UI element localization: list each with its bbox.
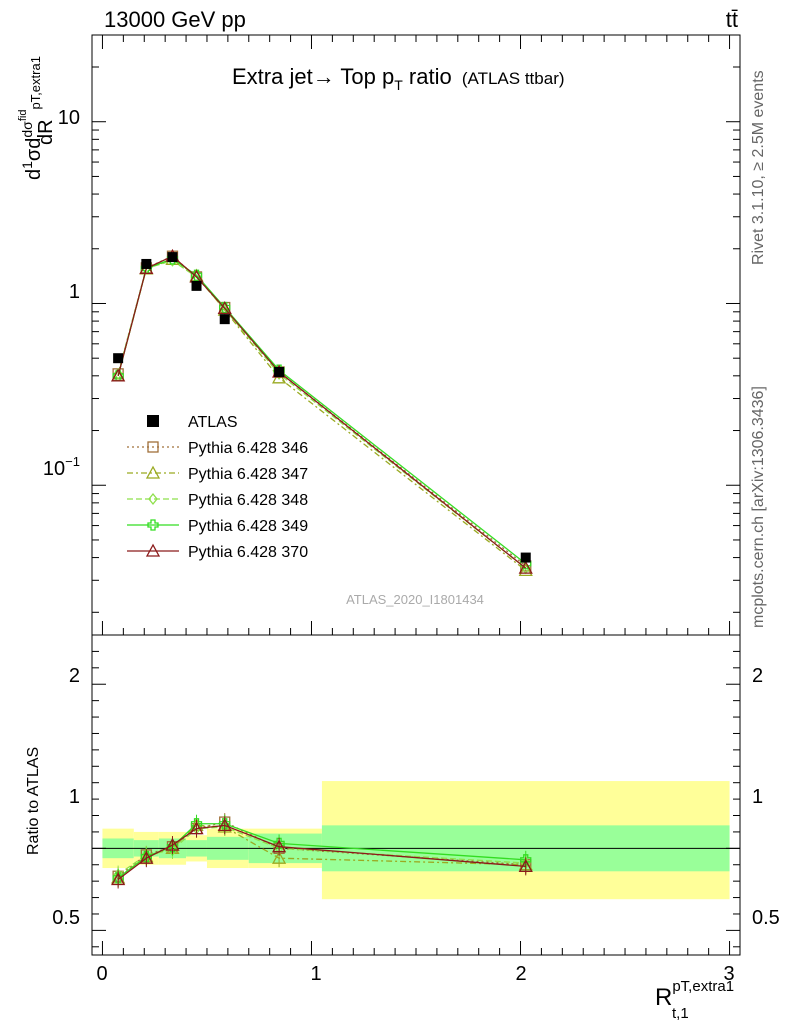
y-tick-labels-ratio: 2 1 0.5 2 1 0.5 (52, 665, 780, 929)
legend-item: Pythia 6.428 349 (127, 518, 308, 535)
top-series (111, 248, 533, 577)
triangle-marker (271, 850, 287, 864)
x-tick-label: 2 (515, 963, 526, 985)
cross-marker (112, 872, 124, 884)
data-point (147, 415, 159, 427)
legend-label: ATLAS (188, 414, 238, 431)
triangle-marker (217, 818, 232, 832)
title-sub: T (394, 77, 403, 93)
ratio-bands (92, 781, 740, 900)
legend-label: Pythia 6.428 347 (188, 466, 308, 483)
triangle-marker (271, 839, 287, 853)
cross-marker (140, 850, 152, 863)
triangle-marker (111, 368, 126, 382)
data-point (274, 366, 285, 377)
y-tick-label: 0.5 (52, 907, 80, 929)
x-tick-label: 0 (96, 963, 107, 985)
svg-text:Extra jet→ Top pT ratio: Extra jet→ Top pT ratio (ATLAS ttbar) (232, 64, 565, 93)
y-tick-label: 0.5 (752, 907, 780, 929)
triangle-marker (189, 821, 204, 835)
x-tick-label: 3 (723, 963, 734, 985)
legend: ATLAS Pythia 6.428 346 Pythia 6.428 347 Pyt… (127, 414, 308, 561)
data-point (219, 314, 230, 325)
chart-title: Extra jet→ Top pT ratio (ATLAS ttbar) (232, 64, 565, 93)
data-point (191, 280, 202, 291)
cross-marker (520, 854, 532, 866)
triangle-marker (518, 859, 533, 873)
series-pythia-6.428-347 (111, 251, 533, 577)
y-tick-label: 1 (69, 281, 80, 303)
y-tick-label: 1 (69, 786, 80, 808)
cross-marker (190, 269, 203, 281)
x-tick-labels: 0 1 2 3 (96, 963, 734, 985)
data-point (520, 552, 531, 563)
analysis-id: ATLAS_2020_I1801434 (346, 592, 484, 607)
square-marker (147, 441, 159, 453)
cross-marker (219, 301, 231, 314)
triangle-marker (111, 872, 126, 886)
legend-item: Pythia 6.428 370 (127, 543, 308, 561)
legend-label: Pythia 6.428 348 (188, 492, 308, 509)
triangle-marker (139, 850, 154, 864)
legend-label: Pythia 6.428 346 (188, 440, 308, 457)
chart-subtitle: (ATLAS ttbar) (462, 69, 565, 88)
x-axis-label-sub: t,1 (672, 1005, 689, 1022)
axis-ticks (92, 34, 740, 955)
y-tick-label: 2 (752, 665, 763, 687)
triangle-marker (217, 301, 232, 315)
legend-item: Pythia 6.428 346 (127, 440, 308, 457)
x-axis-label-sup: pT,extra1 (672, 978, 734, 995)
cross-marker (147, 519, 159, 531)
legend-label: Pythia 6.428 370 (188, 544, 308, 561)
data-point (167, 252, 178, 263)
triangle-marker (145, 543, 161, 557)
svg-text:d1σddσfidpT,extra1: d1σddσfidpT,extra1 (17, 56, 45, 180)
y-axis-label-top: d1σddσfidpT,extra1 dR (17, 56, 57, 180)
x-tick-label: 1 (310, 963, 321, 985)
ratio-series (111, 813, 533, 889)
energy-label: 13000 GeV pp (104, 7, 246, 32)
svg-text:dR: dR (35, 119, 57, 145)
triangle-marker (518, 560, 533, 574)
y-tick-labels-top: 10 1 10−1 (43, 107, 80, 480)
y-axis-label-ratio: Ratio to ATLAS (25, 747, 42, 855)
data-point (113, 353, 124, 364)
series-line (117, 255, 527, 569)
rivet-label: Rivet 3.1.10, ≥ 2.5M events (750, 70, 767, 265)
process-label: tt̄ (726, 7, 738, 32)
legend-item: Pythia 6.428 347 (127, 465, 308, 483)
diamond-marker (148, 492, 158, 506)
x-axis-label: RpT,extra1 (655, 978, 734, 1011)
title-main: Extra jet (232, 64, 313, 89)
y-tick-label: 1 (752, 786, 763, 808)
series-line (117, 258, 527, 571)
legend-item-atlas: ATLAS (147, 414, 238, 431)
y-tick-label: 10 (58, 107, 80, 129)
legend-item: Pythia 6.428 348 (127, 492, 308, 509)
ratio-pythia-6.428-370 (111, 816, 533, 889)
legend-label: Pythia 6.428 349 (188, 518, 308, 535)
y-tick-label: 2 (69, 665, 80, 687)
diamond-marker (113, 367, 123, 380)
title-arrow: → Top p (313, 64, 395, 89)
mcplots-label: mcplots.cern.ch [arXiv:1306.3436] (750, 386, 767, 628)
triangle-marker (145, 465, 161, 479)
title-tail: ratio (403, 64, 452, 89)
triangle-marker (165, 837, 180, 851)
y-tick-label: 10−1 (43, 454, 80, 480)
data-points-atlas (113, 252, 531, 563)
data-point (141, 258, 152, 269)
